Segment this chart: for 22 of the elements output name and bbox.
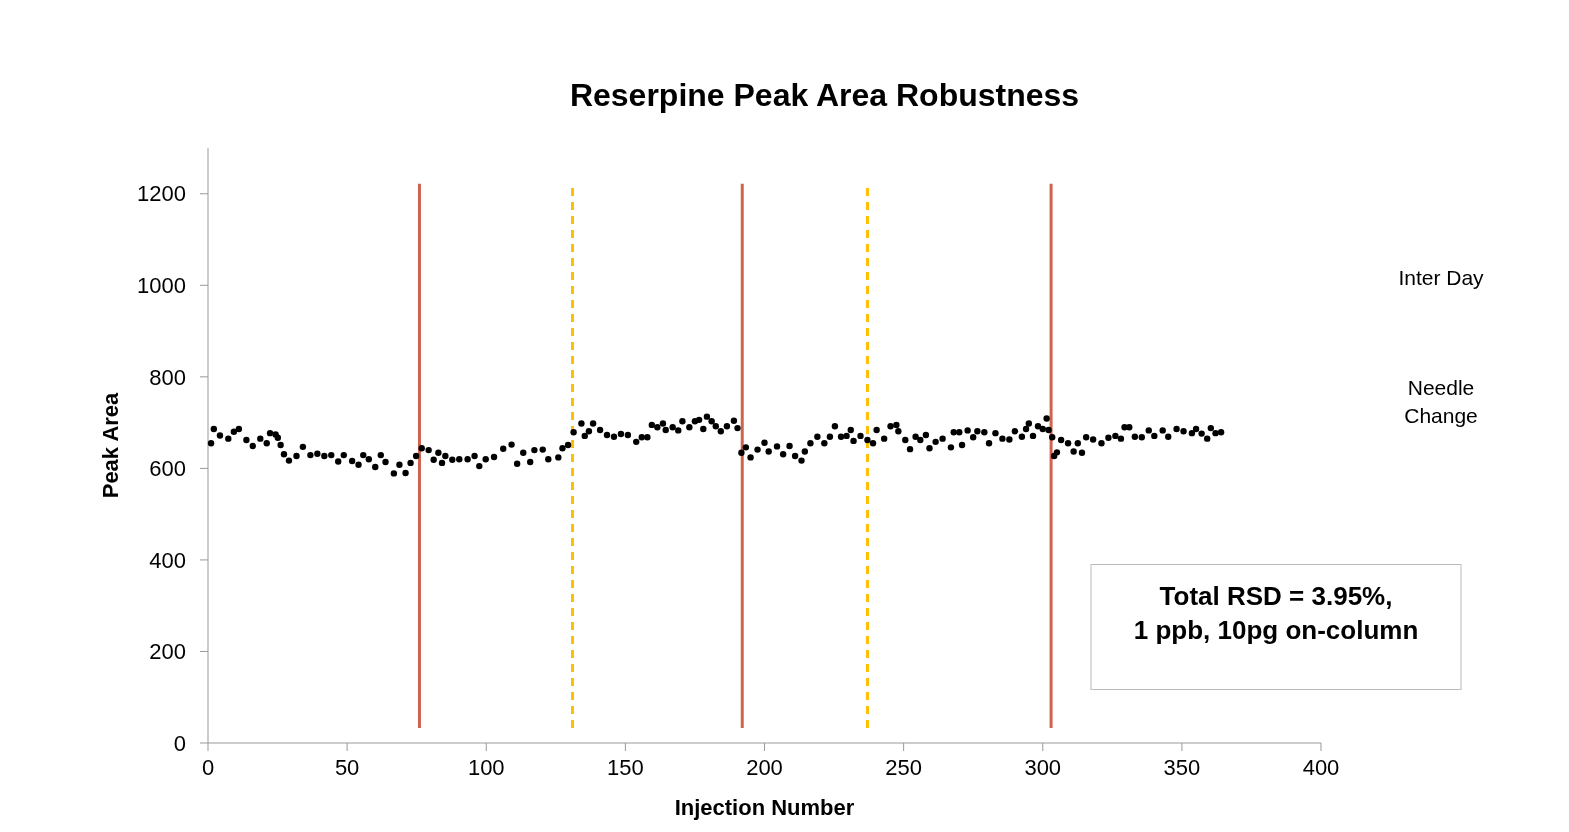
text: Needle Change: [1404, 376, 1478, 428]
y-axis-title: Peak Area: [98, 391, 123, 499]
y-tick-label: 0: [173, 730, 186, 756]
chart-title: Reserpine Peak Area Robustness: [569, 77, 1080, 113]
text: Inter Day: [1398, 266, 1485, 290]
x-axis-title: Injection Number: [674, 795, 855, 820]
y-tick-label: 1000: [137, 273, 186, 299]
x-tick-label: 200: [746, 755, 783, 780]
x-tick-label: 400: [1302, 755, 1340, 780]
x-tick-label: 100: [467, 755, 505, 780]
y-tick-label: 600: [149, 456, 186, 482]
x-tick-label: 50: [334, 755, 360, 780]
y-tick-label: 1200: [137, 181, 186, 207]
x-tick-label: 150: [607, 755, 644, 780]
x-tick-label: 250: [885, 755, 922, 780]
x-tick-label: 300: [1024, 755, 1062, 780]
x-tick-label: 350: [1163, 755, 1201, 780]
x-tick-label: 0: [201, 755, 215, 780]
annotation: Total RSD = 3.95%, 1 ppb, 10pg on-column: [1133, 580, 1419, 645]
y-tick-label: 200: [149, 639, 186, 665]
y-tick-label: 400: [149, 547, 186, 573]
y-tick-label: 800: [149, 364, 186, 390]
